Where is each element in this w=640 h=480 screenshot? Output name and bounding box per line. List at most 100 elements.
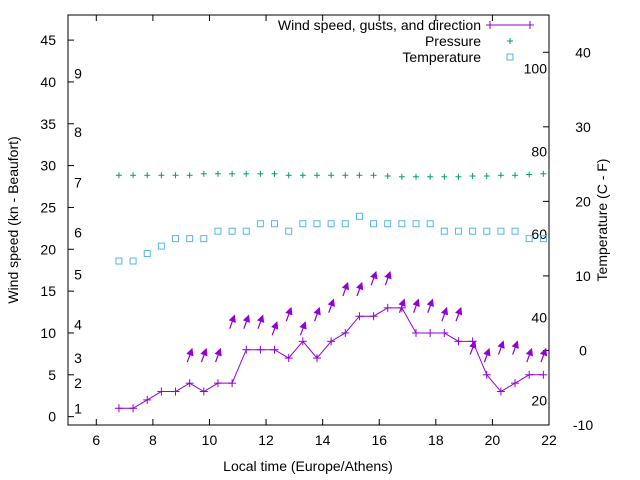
wind-speed-line bbox=[118, 307, 544, 409]
temperature-point bbox=[327, 220, 335, 228]
fahrenheit-scale: 20 40 60 80 100 bbox=[524, 61, 548, 409]
wind-direction-arrow bbox=[214, 347, 222, 363]
y-left-tick-label: 30 bbox=[40, 158, 56, 174]
wind-speed-point bbox=[369, 312, 378, 321]
arrow-head bbox=[271, 321, 279, 330]
temperature-point bbox=[341, 220, 349, 228]
wind-direction-arrow bbox=[285, 306, 293, 322]
arrow-head bbox=[256, 314, 265, 323]
x-tick-label: 16 bbox=[371, 432, 387, 448]
x-axis-title: Local time (Europe/Athens) bbox=[223, 458, 393, 474]
temperature-point bbox=[370, 220, 378, 228]
arrow-head bbox=[426, 298, 434, 308]
temperature-point bbox=[299, 220, 307, 228]
data-series bbox=[114, 170, 548, 413]
pressure-point bbox=[469, 173, 476, 180]
wind-direction-arrow bbox=[242, 314, 251, 329]
temperature-point bbox=[186, 235, 194, 243]
arrow-head bbox=[200, 347, 208, 357]
wind-speed-point bbox=[341, 328, 350, 337]
pressure-point bbox=[342, 172, 349, 179]
beaufort-label: 2 bbox=[74, 375, 82, 391]
wind-speed-point bbox=[511, 379, 520, 388]
pressure-point bbox=[384, 173, 391, 180]
legend-marker bbox=[526, 21, 534, 29]
axis-ticks: 6 8 10 12 14 16 18 20 22051015202530354045-10010… bbox=[40, 15, 593, 448]
wind-direction-arrow bbox=[186, 347, 194, 363]
wind-direction-arrow bbox=[455, 306, 463, 322]
wind-direction-arrow bbox=[497, 340, 505, 355]
wind-speed-point bbox=[440, 328, 449, 337]
wind-direction-arrow bbox=[469, 340, 477, 355]
temperature-point bbox=[412, 220, 420, 228]
arrow-head bbox=[186, 347, 194, 357]
y-left-tick-label: 25 bbox=[40, 199, 56, 215]
wind-speed-point bbox=[270, 345, 279, 354]
temperature-point bbox=[525, 235, 533, 243]
wind-direction-arrow bbox=[200, 347, 208, 363]
pressure-point bbox=[200, 170, 207, 177]
beaufort-label: 5 bbox=[74, 266, 82, 282]
wind-direction-arrow bbox=[412, 298, 420, 313]
wind-speed-point bbox=[199, 387, 208, 396]
y-axis-left-title: Wind speed (kn - Beaufort) bbox=[5, 136, 21, 303]
wind-speed-point bbox=[298, 337, 307, 346]
arrow-head bbox=[483, 347, 491, 357]
x-tick-label: 18 bbox=[428, 432, 444, 448]
pressure-point bbox=[398, 173, 405, 180]
temperature-point bbox=[440, 227, 448, 235]
temperature-point bbox=[256, 220, 264, 228]
wind-speed-point bbox=[482, 370, 491, 379]
x-tick-label: 6 bbox=[92, 432, 100, 448]
wind-speed-point bbox=[213, 379, 222, 388]
y-right-tick-label: 20 bbox=[575, 193, 591, 209]
beaufort-label: 8 bbox=[74, 124, 82, 140]
arrow-head bbox=[539, 347, 548, 357]
arrow-head bbox=[327, 298, 335, 308]
pressure-point bbox=[356, 172, 363, 179]
wind-direction-arrow bbox=[327, 298, 335, 313]
temperature-point bbox=[143, 250, 151, 258]
wind-direction-arrow bbox=[539, 347, 548, 363]
wind-speed-point bbox=[426, 328, 435, 337]
y-right-tick-label: 0 bbox=[579, 342, 587, 358]
y-right-tick-label: 30 bbox=[575, 119, 591, 135]
temperature-point bbox=[355, 212, 363, 220]
arrow-head bbox=[384, 270, 392, 280]
y-left-tick-label: 20 bbox=[40, 241, 56, 257]
beaufort-label: 1 bbox=[74, 400, 82, 416]
pressure-point bbox=[427, 173, 434, 180]
wind-speed-point bbox=[171, 387, 180, 396]
x-tick-label: 14 bbox=[315, 432, 331, 448]
y-left-tick-label: 0 bbox=[48, 409, 56, 425]
arrow-head bbox=[228, 314, 236, 323]
wind-direction-arrow bbox=[228, 314, 236, 329]
arrow-head bbox=[313, 306, 321, 316]
temperature-point bbox=[426, 220, 434, 228]
pressure-point bbox=[540, 170, 547, 177]
temperature-point bbox=[511, 227, 519, 235]
fahrenheit-label: 20 bbox=[531, 392, 547, 408]
fahrenheit-label: 60 bbox=[531, 226, 547, 242]
beaufort-label: 7 bbox=[74, 174, 82, 190]
temperature-point bbox=[398, 220, 406, 228]
wind-direction-arrow bbox=[356, 281, 364, 297]
pressure-point bbox=[130, 172, 137, 179]
temperature-point bbox=[115, 257, 123, 265]
pressure-point bbox=[186, 172, 193, 179]
plot-frame bbox=[67, 14, 550, 426]
pressure-point bbox=[158, 172, 165, 179]
wind-direction-arrow bbox=[313, 306, 321, 322]
wind-speed-point bbox=[185, 379, 194, 388]
beaufort-label: 4 bbox=[74, 317, 82, 333]
wind-direction-arrow bbox=[370, 270, 378, 286]
arrow-head bbox=[370, 270, 378, 280]
temperature-point bbox=[242, 227, 250, 235]
temperature-point bbox=[313, 220, 321, 228]
temperature-point bbox=[172, 235, 180, 243]
temperature-point bbox=[228, 227, 236, 235]
pressure-point bbox=[441, 173, 448, 180]
y-left-tick-label: 35 bbox=[40, 116, 56, 132]
arrow-head bbox=[341, 281, 350, 291]
legend-label: Temperature bbox=[402, 49, 481, 65]
